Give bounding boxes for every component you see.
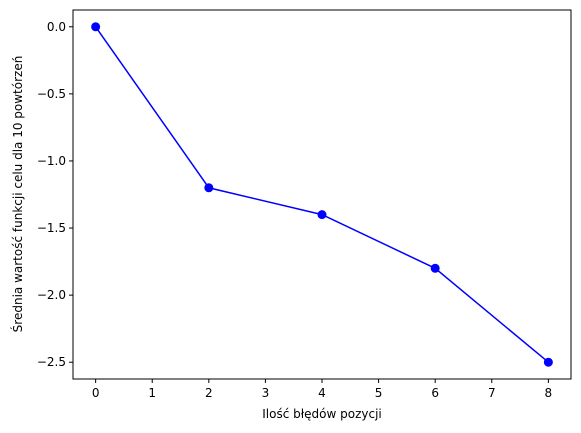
y-tick-label: −1.0 xyxy=(37,154,66,168)
y-tick-label: −0.5 xyxy=(37,87,66,101)
x-axis-label: Ilość błędów pozycji xyxy=(262,407,382,421)
plot-frame xyxy=(72,9,572,380)
x-tick-label: 8 xyxy=(545,386,553,400)
y-axis-ticks: 0.0 −0.5 −1.0 −1.5 −2.0 −2.5 xyxy=(37,20,73,369)
x-tick-label: 0 xyxy=(92,386,100,400)
y-tick-label: −2.0 xyxy=(37,288,66,302)
x-axis-ticks: 0 1 2 3 4 5 6 7 8 xyxy=(92,379,552,400)
x-tick-label: 1 xyxy=(148,386,156,400)
x-tick-label: 5 xyxy=(375,386,383,400)
x-tick-label: 2 xyxy=(205,386,213,400)
data-point xyxy=(91,22,101,32)
x-tick-label: 6 xyxy=(431,386,439,400)
data-point xyxy=(317,210,327,220)
data-point xyxy=(430,263,440,273)
x-tick-label: 4 xyxy=(318,386,326,400)
plot-area xyxy=(73,10,571,379)
y-tick-label: −2.5 xyxy=(37,355,66,369)
data-point xyxy=(204,183,214,193)
x-tick-label: 3 xyxy=(262,386,270,400)
series-layer xyxy=(91,22,553,367)
data-point xyxy=(543,357,553,367)
y-tick-label: 0.0 xyxy=(47,20,66,34)
y-tick-label: −1.5 xyxy=(37,221,66,235)
x-tick-label: 7 xyxy=(488,386,496,400)
y-axis-label: Średnia wartość funkcji celu dla 10 powt… xyxy=(10,56,25,333)
